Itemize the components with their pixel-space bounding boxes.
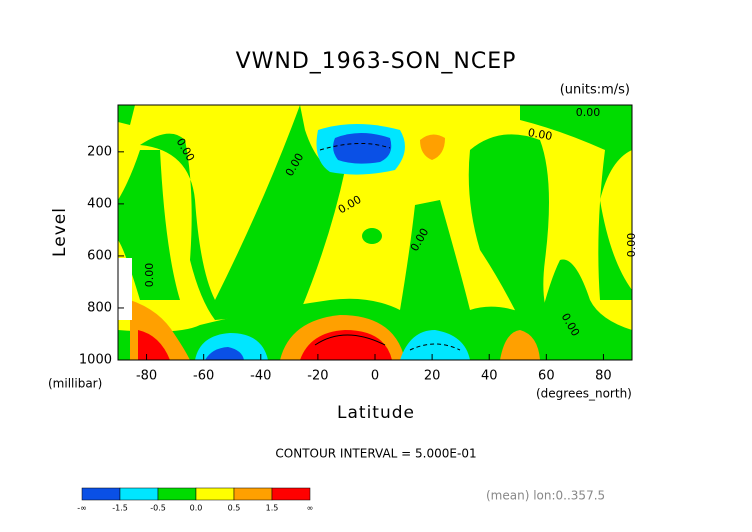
colorbar-label: 0.5 — [228, 504, 241, 513]
y-tick-label: 1000 — [79, 353, 112, 368]
field-red — [300, 330, 392, 360]
colorbar-label: -0.5 — [150, 504, 166, 513]
colorbar-box — [195, 487, 235, 501]
y-tick-label: 600 — [87, 248, 112, 263]
field-orange — [500, 330, 540, 360]
field-blue — [333, 133, 392, 164]
y-tick-label: 400 — [87, 196, 112, 211]
field-orange — [420, 134, 445, 160]
field-red — [138, 330, 170, 360]
x-axis-title: Latitude — [337, 403, 415, 423]
x-tick-label: 60 — [538, 369, 555, 384]
x-tick-label: 20 — [424, 369, 441, 384]
y-tick-label: 800 — [87, 300, 112, 315]
field-green — [468, 134, 550, 320]
colorbar-box — [271, 487, 311, 501]
interval-note: CONTOUR INTERVAL = 5.000E-01 — [275, 447, 476, 461]
contour-line — [319, 142, 391, 151]
field-green — [362, 228, 382, 244]
field-green — [118, 105, 135, 125]
colorbar-label: 1.5 — [266, 504, 279, 513]
colorbar-box — [157, 487, 197, 501]
x-tick-label: 80 — [595, 369, 612, 384]
colorbar-label: 0.0 — [190, 504, 203, 513]
contour-line — [314, 334, 386, 346]
field-green — [520, 105, 632, 300]
x-unit: (degrees_north) — [536, 387, 632, 401]
field-cyan — [400, 330, 470, 360]
y-axis-title: Level — [50, 207, 70, 257]
chart-title: VWND_1963-SON_NCEP — [236, 49, 517, 74]
field-green — [140, 105, 345, 320]
field-blue — [205, 347, 244, 360]
x-tick-label: 0 — [371, 369, 379, 384]
x-tick-label: -60 — [193, 369, 214, 384]
y-tick-label: 200 — [87, 144, 112, 159]
contour-field — [118, 105, 632, 360]
colorbar-label: -1.5 — [112, 504, 128, 513]
field-green — [118, 150, 180, 300]
colorbar-label: ∞ — [307, 504, 314, 513]
field-missing — [118, 258, 132, 320]
y-unit: (millibar) — [48, 377, 102, 391]
colorbar-label: -∞ — [77, 504, 87, 513]
colorbar-box — [81, 487, 121, 501]
contour-label: 0.00 — [143, 263, 156, 288]
x-tick-label: -40 — [250, 369, 271, 384]
contour-label: 0.00 — [527, 126, 553, 143]
field-green — [118, 200, 632, 360]
contour-label: 0.00 — [625, 233, 638, 258]
contour-label: 0.00 — [576, 106, 601, 119]
footnote: (mean) lon:0..357.5 — [486, 489, 605, 503]
x-tick-label: 40 — [481, 369, 498, 384]
x-tick-label: -20 — [307, 369, 328, 384]
colorbar-box — [119, 487, 159, 501]
colorbar-box — [233, 487, 273, 501]
x-tick-label: -80 — [136, 369, 157, 384]
units-label: (units:m/s) — [560, 83, 630, 98]
